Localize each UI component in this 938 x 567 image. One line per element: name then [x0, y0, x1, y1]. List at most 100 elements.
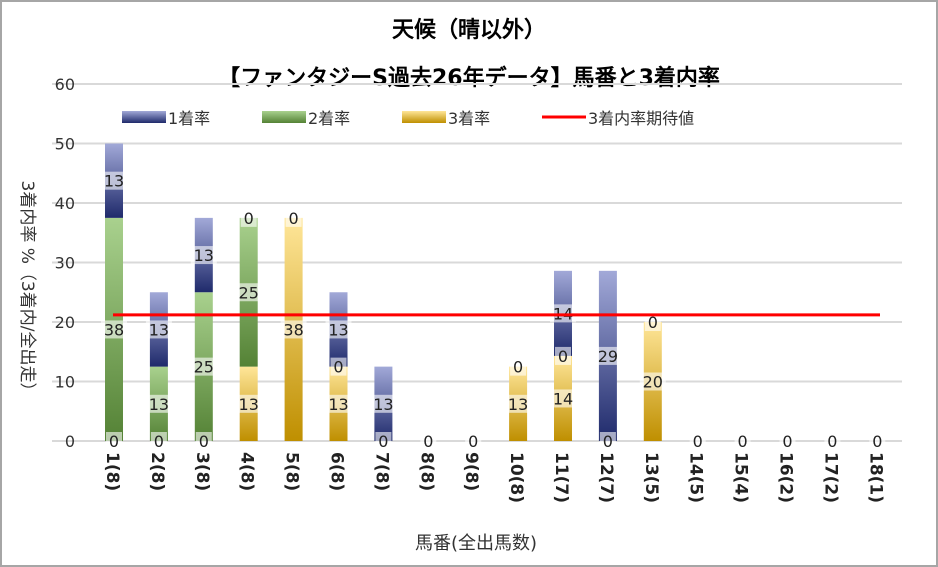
legend-label-1st: 1着率 [168, 109, 210, 128]
legend-swatch-2nd [262, 111, 306, 123]
data-label-bg [235, 283, 262, 302]
data-label-bg [505, 394, 532, 413]
x-tick-label: 1(8) [102, 452, 122, 491]
data-label: 0 [468, 432, 478, 451]
data-label-bg [145, 394, 172, 413]
data-label: 0 [378, 432, 388, 451]
y-tick-label: 60 [55, 75, 75, 94]
x-tick-label: 14(5) [686, 452, 706, 503]
legend-swatch-3rd [402, 111, 446, 123]
legend-label-expected: 3着内率期待値 [588, 109, 694, 128]
x-tick-label: 10(8) [506, 452, 526, 503]
data-label-bg [101, 320, 127, 339]
data-label-bg [639, 372, 666, 391]
data-label: 0 [154, 432, 164, 451]
chart-title: 天候（晴以外） [392, 17, 546, 43]
x-tick-label: 3(8) [192, 452, 212, 491]
data-label: 13 [104, 172, 124, 191]
data-label-bg [375, 432, 392, 450]
data-label: 13 [194, 246, 214, 265]
data-label: 13 [328, 395, 348, 414]
data-label: 13 [239, 395, 259, 414]
data-label: 0 [738, 432, 748, 451]
data-label: 13 [328, 320, 348, 339]
data-label: 29 [598, 347, 618, 366]
data-label-bg [599, 432, 616, 450]
x-tick-label: 8(8) [416, 452, 436, 491]
legend-label-3rd: 3着率 [448, 109, 490, 128]
data-label: 25 [194, 358, 214, 377]
data-label-bg [235, 394, 262, 413]
x-tick-label: 13(5) [641, 452, 661, 503]
y-tick-label: 30 [55, 254, 75, 273]
x-tick-label: 17(2) [820, 452, 840, 503]
data-label: 0 [423, 432, 433, 451]
data-label-bg [420, 432, 437, 450]
data-label: 0 [782, 432, 792, 451]
data-label-bg [779, 432, 796, 450]
data-label: 14 [553, 389, 573, 408]
data-label-bg [594, 346, 621, 365]
x-tick-label: 16(2) [776, 452, 796, 503]
data-label-bg [734, 432, 751, 450]
data-label-bg [101, 171, 127, 190]
x-tick-label: 5(8) [282, 452, 302, 491]
data-label-bg [370, 394, 397, 413]
data-label: 25 [239, 283, 259, 302]
data-label: 0 [109, 432, 119, 451]
data-label: 0 [872, 432, 882, 451]
data-label-bg [869, 432, 886, 450]
y-tick-label: 50 [55, 135, 75, 154]
data-label: 13 [149, 320, 169, 339]
data-label: 0 [199, 432, 209, 451]
data-label: 0 [603, 432, 613, 451]
data-label: 0 [333, 358, 343, 377]
y-tick-label: 0 [65, 432, 75, 451]
data-label: 38 [104, 320, 124, 339]
x-tick-label: 15(4) [731, 452, 751, 503]
legend: 1着率 2着率 3着率 3着内率期待値 [122, 109, 694, 128]
x-axis-title: 馬番(全出馬数) [415, 533, 537, 554]
data-label-bg [325, 394, 352, 413]
data-label-bg [285, 208, 302, 227]
x-tick-label: 6(8) [327, 452, 347, 491]
y-axis-title: 3着内率 %（3着内/全出走） [17, 181, 37, 400]
data-label: 0 [513, 358, 523, 377]
y-tick-label: 20 [55, 313, 75, 332]
data-label-bg [195, 432, 212, 450]
legend-swatch-1st [122, 111, 166, 123]
x-tick-label: 4(8) [237, 452, 257, 491]
data-label: 20 [643, 373, 663, 392]
data-label-bg [689, 432, 706, 450]
x-tick-label: 9(8) [461, 452, 481, 491]
data-label-bg [510, 357, 527, 376]
x-tick-label: 11(7) [551, 452, 571, 503]
y-tick-label: 10 [55, 373, 75, 392]
x-tick-label: 7(8) [371, 452, 391, 491]
data-label-bg [150, 432, 167, 450]
x-tick-label: 2(8) [147, 452, 167, 491]
data-label-bg [145, 320, 172, 339]
data-label: 13 [149, 395, 169, 414]
y-tick-label: 40 [55, 194, 75, 213]
data-label-bg [330, 357, 347, 376]
data-label-bg [280, 320, 307, 339]
data-label: 0 [558, 347, 568, 366]
data-label: 0 [693, 432, 703, 451]
legend-label-2nd: 2着率 [308, 109, 350, 128]
data-label-bg [824, 432, 841, 450]
data-label: 0 [289, 209, 299, 228]
data-label-bg [190, 357, 217, 376]
data-label: 0 [244, 209, 254, 228]
data-label-bg [190, 246, 217, 265]
data-label-bg [325, 320, 352, 339]
data-label-bg [240, 208, 257, 227]
chart-subtitle: 【ファンタジーS過去26年データ】馬番と3着内率 [218, 65, 720, 91]
data-label-bg [465, 432, 482, 450]
data-label-bg [644, 313, 661, 331]
data-label: 13 [508, 395, 528, 414]
data-label-bg [550, 389, 576, 408]
x-tick-label: 12(7) [596, 452, 616, 503]
